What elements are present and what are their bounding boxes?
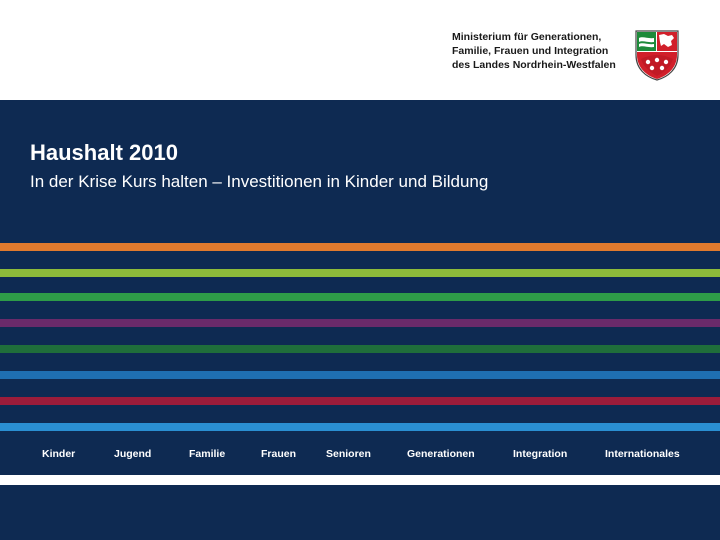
slide-subtitle: In der Krise Kurs halten – Investitionen…	[30, 172, 489, 191]
ministry-line-1: Ministerium für Generationen,	[452, 31, 602, 43]
stripe-lime	[0, 269, 720, 277]
nrw-crest-logo	[635, 30, 679, 81]
footer-divider	[0, 475, 720, 485]
ministry-name: Ministerium für Generationen, Familie, F…	[452, 30, 616, 72]
nav-item-senioren[interactable]: Senioren	[326, 448, 371, 460]
nav-item-integration[interactable]: Integration	[513, 448, 568, 460]
header: Ministerium für Generationen, Familie, F…	[0, 0, 720, 100]
stripe-green	[0, 293, 720, 301]
nav-item-internationales[interactable]: Internationales	[605, 448, 680, 460]
nav-item-generationen[interactable]: Generationen	[407, 448, 475, 460]
stripe-light-blue	[0, 423, 720, 431]
stripe-purple	[0, 319, 720, 327]
slide-title: Haushalt 2010	[30, 140, 178, 165]
nav-item-frauen[interactable]: Frauen	[261, 448, 297, 460]
ministry-line-2: Familie, Frauen und Integration	[452, 45, 609, 57]
nav-item-familie[interactable]: Familie	[189, 448, 226, 460]
stripe-orange	[0, 243, 720, 251]
stripe-blue	[0, 371, 720, 379]
stripe-crimson	[0, 397, 720, 405]
ministry-line-3: des Landes Nordrhein-Westfalen	[452, 59, 616, 71]
topic-nav: Kinder Jugend Familie Frauen Senioren Ge…	[0, 445, 720, 465]
nav-item-jugend[interactable]: Jugend	[114, 448, 152, 460]
stripe-dark-green	[0, 345, 720, 353]
nav-item-kinder[interactable]: Kinder	[42, 448, 76, 460]
